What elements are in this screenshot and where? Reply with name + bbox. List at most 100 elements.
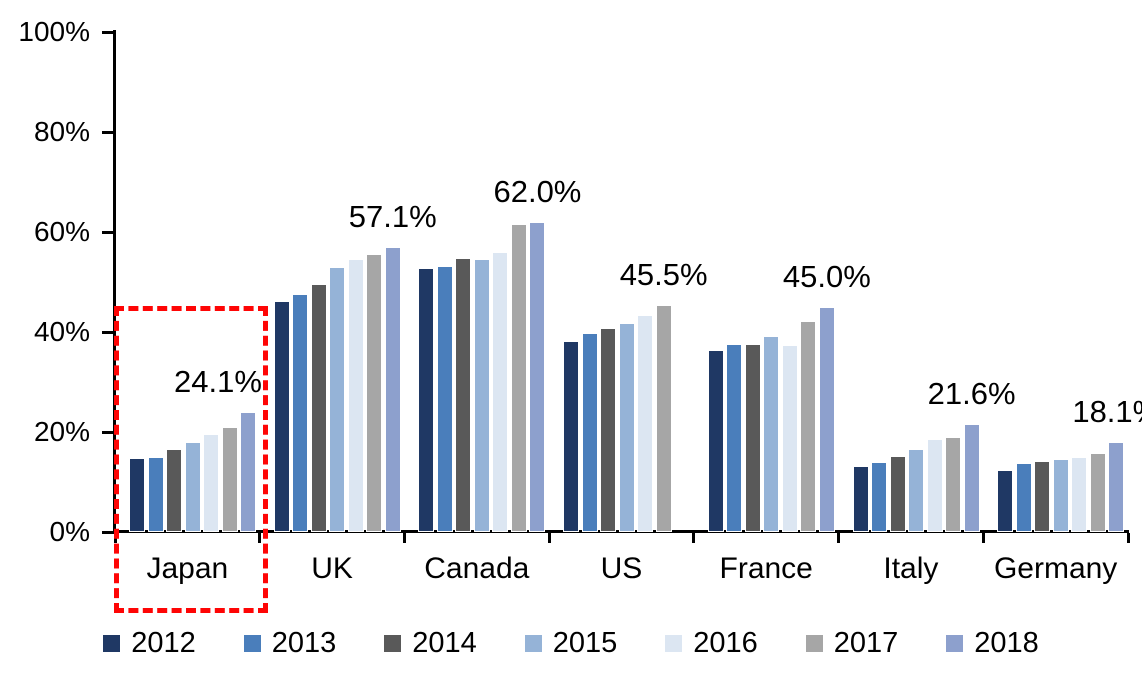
bar-uk-2017	[366, 254, 383, 532]
legend-item-2013: 2013	[243, 627, 337, 659]
x-tick-5	[837, 533, 841, 543]
bar-italy-2012	[852, 466, 869, 532]
y-tick-label-0: 0%	[49, 516, 90, 547]
bar-canada-2015	[473, 259, 490, 532]
y-tick-label-60: 60%	[33, 216, 90, 247]
bar-italy-2015	[908, 448, 925, 532]
bar-uk-2012	[273, 301, 290, 532]
category-label-japan: Japan	[146, 552, 229, 585]
bar-us-2017	[655, 304, 672, 532]
category-label-us: US	[600, 552, 643, 585]
bar-us-2012	[563, 341, 580, 532]
y-tick-20	[102, 430, 115, 434]
bar-france-2012	[707, 350, 724, 532]
bar-italy-2014	[889, 456, 906, 532]
bar-germany-2017	[1089, 453, 1106, 532]
category-label-canada: Canada	[424, 552, 530, 585]
japan-highlight-box	[114, 306, 268, 613]
bar-france-2015	[763, 336, 780, 532]
bar-canada-2016	[492, 252, 509, 532]
x-tick-7	[1126, 533, 1130, 543]
legend-swatch-2017	[805, 634, 823, 652]
y-tick-label-40: 40%	[33, 316, 90, 347]
bar-canada-2018	[529, 222, 546, 532]
bar-us-2016	[637, 315, 654, 532]
bar-japan-2013	[147, 456, 164, 532]
data-label-japan: 24.1%	[174, 363, 262, 399]
x-tick-6	[981, 533, 985, 543]
legend-swatch-2016	[665, 634, 683, 652]
legend-swatch-2015	[524, 634, 542, 652]
category-label-italy: Italy	[883, 552, 939, 585]
legend-item-2015: 2015	[524, 627, 618, 659]
legend-swatch-2013	[243, 634, 261, 652]
y-tick-80	[102, 130, 115, 134]
data-label-france: 45.0%	[782, 259, 871, 294]
bar-japan-2018	[240, 411, 256, 532]
legend-item-2018: 2018	[946, 628, 1039, 658]
legend-swatch-2014	[384, 634, 402, 652]
bar-uk-2018	[384, 246, 401, 532]
bar-canada-2014	[455, 258, 472, 532]
category-label-uk: UK	[311, 552, 353, 585]
bar-uk-2013	[292, 293, 309, 532]
bar-france-2017	[800, 320, 817, 532]
bar-canada-2013	[436, 265, 453, 532]
bar-us-2015	[618, 322, 635, 532]
bar-germany-2015	[1052, 459, 1069, 532]
bar-canada-2012	[418, 267, 435, 532]
bar-italy-2017	[945, 437, 962, 532]
legend-label-2014: 2014	[412, 627, 477, 659]
bar-germany-2014	[1034, 461, 1051, 532]
legend: 2012 2013 2014 2015 2016 2017 2018	[0, 628, 1142, 658]
legend-item-2016: 2016	[665, 628, 758, 658]
bar-italy-2018	[963, 424, 980, 532]
y-tick-0	[102, 530, 115, 534]
legend-label-2015: 2015	[552, 627, 618, 659]
legend-item-2014: 2014	[384, 628, 477, 658]
bar-uk-2015	[329, 266, 346, 532]
bar-canada-2017	[510, 223, 527, 532]
bar-japan-2016	[203, 433, 219, 532]
legend-label-2017: 2017	[833, 627, 899, 659]
bar-us-2014	[600, 328, 617, 532]
y-tick-label-80: 80%	[33, 116, 90, 147]
bar-uk-2014	[310, 283, 327, 532]
x-tick-1	[258, 533, 262, 543]
legend-label-2013: 2013	[271, 627, 337, 659]
bar-italy-2013	[871, 462, 888, 532]
data-label-uk: 57.1%	[348, 198, 437, 234]
y-tick-label-20: 20%	[33, 416, 90, 447]
bar-japan-2017	[221, 427, 238, 532]
data-label-germany: 18.1%	[1072, 393, 1142, 429]
category-label-germany: Germany	[993, 552, 1118, 585]
x-tick-3	[547, 533, 551, 543]
legend-label-2016: 2016	[693, 627, 758, 659]
bar-germany-2013	[1015, 462, 1032, 532]
x-tick-4	[692, 533, 696, 543]
legend-item-2012: 2012	[103, 628, 196, 658]
bar-germany-2016	[1071, 456, 1088, 532]
bar-germany-2012	[997, 470, 1014, 532]
bar-japan-2012	[129, 457, 145, 532]
y-tick-100	[102, 30, 115, 34]
legend-swatch-2012	[103, 634, 121, 652]
bar-france-2014	[744, 344, 761, 532]
y-tick-60	[102, 230, 115, 234]
bar-italy-2016	[926, 439, 943, 532]
data-label-us: 45.5%	[619, 256, 708, 292]
y-tick-label-100: 100%	[18, 16, 90, 47]
legend-swatch-2018	[946, 634, 964, 652]
bar-france-2013	[726, 344, 743, 532]
y-axis-line	[113, 30, 116, 533]
bar-france-2018	[818, 307, 835, 532]
category-label-france: France	[719, 552, 813, 585]
bar-us-2013	[581, 332, 598, 532]
data-label-italy: 21.6%	[927, 376, 1016, 411]
bar-uk-2016	[347, 259, 364, 532]
legend-item-2017: 2017	[805, 627, 899, 659]
x-tick-2	[402, 533, 406, 543]
bar-japan-2015	[184, 442, 201, 532]
bar-germany-2018	[1108, 441, 1125, 532]
